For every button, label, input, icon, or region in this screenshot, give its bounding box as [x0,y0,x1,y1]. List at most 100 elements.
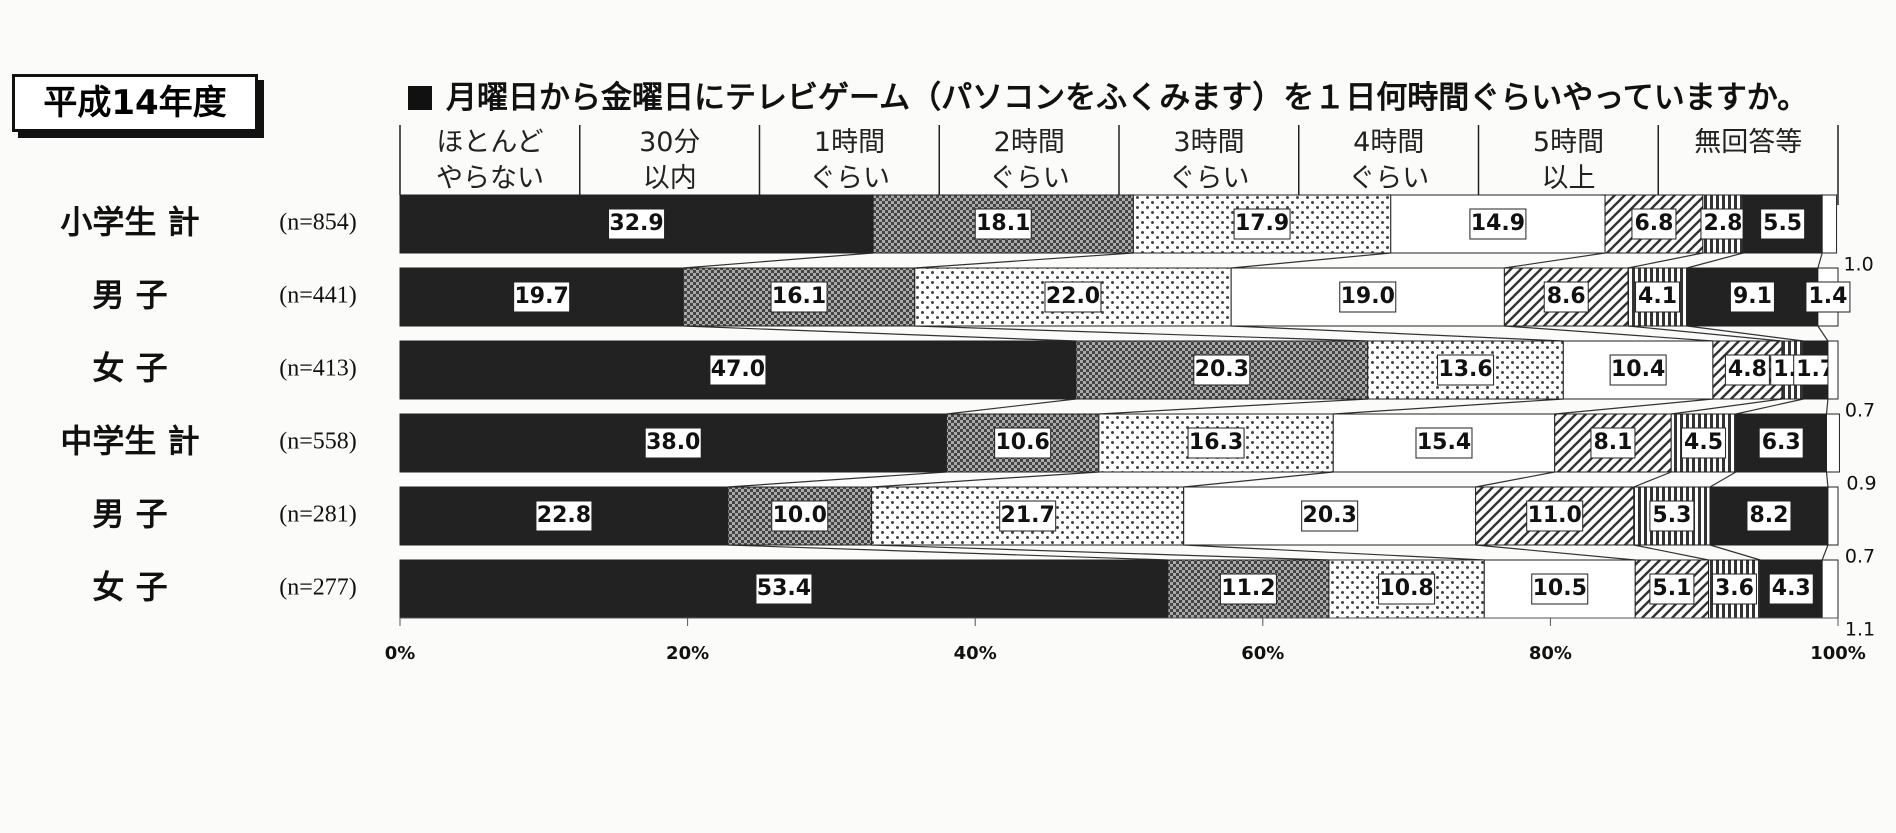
value-label: 20.3 [1195,357,1249,382]
connector [871,471,1099,488]
value-label-box [608,208,666,240]
chart-title: 月曜日から金曜日にテレビゲーム（パソコンをふくみます）を１日何時間ぐらいやってい… [408,72,1808,117]
category-label: 女 子 [92,349,167,387]
category-note: (n=854) [279,210,357,236]
value-label-box [1768,573,1814,605]
value-label: 8.2 [1749,503,1788,528]
value-label: 22.0 [1046,284,1100,309]
period-label: 平成14年度 [12,74,258,132]
bar-segment [871,486,1185,546]
connector [1709,544,1761,561]
value-label: 5.1 [1652,576,1691,601]
x-tick-label: 60% [1241,643,1284,664]
category-note: (n=413) [279,356,357,382]
category-label: 中学生 計 [60,422,199,460]
value-label-box [1531,573,1589,605]
value-label-box [1187,427,1245,459]
value-label: 19.7 [515,284,569,309]
value-label-box [1681,427,1727,459]
connector [1686,252,1744,269]
connector [914,252,1134,269]
connector [727,471,947,488]
value-label-box [535,500,593,532]
value-label-box [513,281,571,313]
connector [1633,544,1709,561]
connector [1231,252,1391,269]
connector [914,325,1368,342]
connector [1817,252,1823,269]
connector [1686,325,1804,342]
value-label-box [1193,354,1251,386]
value-label: 13.6 [1438,357,1492,382]
value-label-box [994,427,1052,459]
value-label: 47.0 [711,357,765,382]
connector [871,544,1329,561]
value-label: 17.9 [1235,211,1289,236]
value-label-box [1469,208,1527,240]
value-label: 16.3 [1189,430,1243,455]
bar-segment [1821,559,1839,619]
category-note: (n=441) [279,283,357,309]
connector [1825,398,1829,415]
value-label: 10.5 [1533,576,1587,601]
value-label: 0.9 [1846,473,1876,495]
connector [1183,471,1334,488]
bar-segment [1827,340,1839,400]
connector [1475,544,1636,561]
legend-label: 無回答等 [1694,127,1803,158]
value-label-box [755,573,813,605]
value-label-box [999,500,1057,532]
legend-label: 5時間 以上 [1532,127,1605,194]
connector [1333,398,1564,415]
value-label: 5.3 [1652,503,1691,528]
value-label: 38.0 [646,430,700,455]
legend-label: 3時間 ぐらい [1168,127,1250,194]
value-label-box [709,354,767,386]
bar-segment [1825,413,1840,473]
connector [1475,471,1555,488]
value-label: 10.6 [996,430,1050,455]
value-label: 9.1 [1733,284,1772,309]
value-label: 4.8 [1728,357,1767,382]
connector [1098,398,1368,415]
connector [1504,325,1713,342]
value-label: 20.3 [1303,503,1357,528]
x-tick-label: 100% [1810,643,1866,664]
value-label: 2.8 [1703,211,1742,236]
connector [1633,471,1672,488]
value-label: 6.3 [1762,430,1801,455]
value-label: 11.2 [1221,576,1275,601]
value-label: 5.5 [1763,211,1802,236]
value-label-box [1044,281,1102,313]
x-tick-label: 0% [385,643,416,664]
connector [1231,325,1564,342]
value-label: 8.1 [1593,430,1632,455]
value-label: 22.8 [537,503,591,528]
value-label: 1.1 [1845,619,1875,641]
connector [1183,544,1485,561]
connector [683,252,874,269]
x-tick-label: 80% [1529,643,1572,664]
value-label-box [1700,208,1746,240]
connector [1735,398,1804,415]
value-label: 15.4 [1417,430,1471,455]
value-label-box [1758,427,1804,459]
bar-segment [1827,486,1839,546]
value-label: 10.4 [1611,357,1665,382]
value-label-box [644,427,702,459]
connector [946,398,1076,415]
category-note: (n=281) [279,502,357,528]
connector [1709,471,1737,488]
value-label: 14.9 [1471,211,1525,236]
category-label: 女 子 [92,568,167,606]
value-label: 0.7 [1845,400,1875,422]
value-label: 16.1 [772,284,826,309]
connector [1671,398,1782,415]
value-label: 18.1 [976,211,1030,236]
value-label: 8.6 [1547,284,1586,309]
value-label-box [1635,281,1681,313]
connector [1554,398,1713,415]
value-label-box [771,500,829,532]
